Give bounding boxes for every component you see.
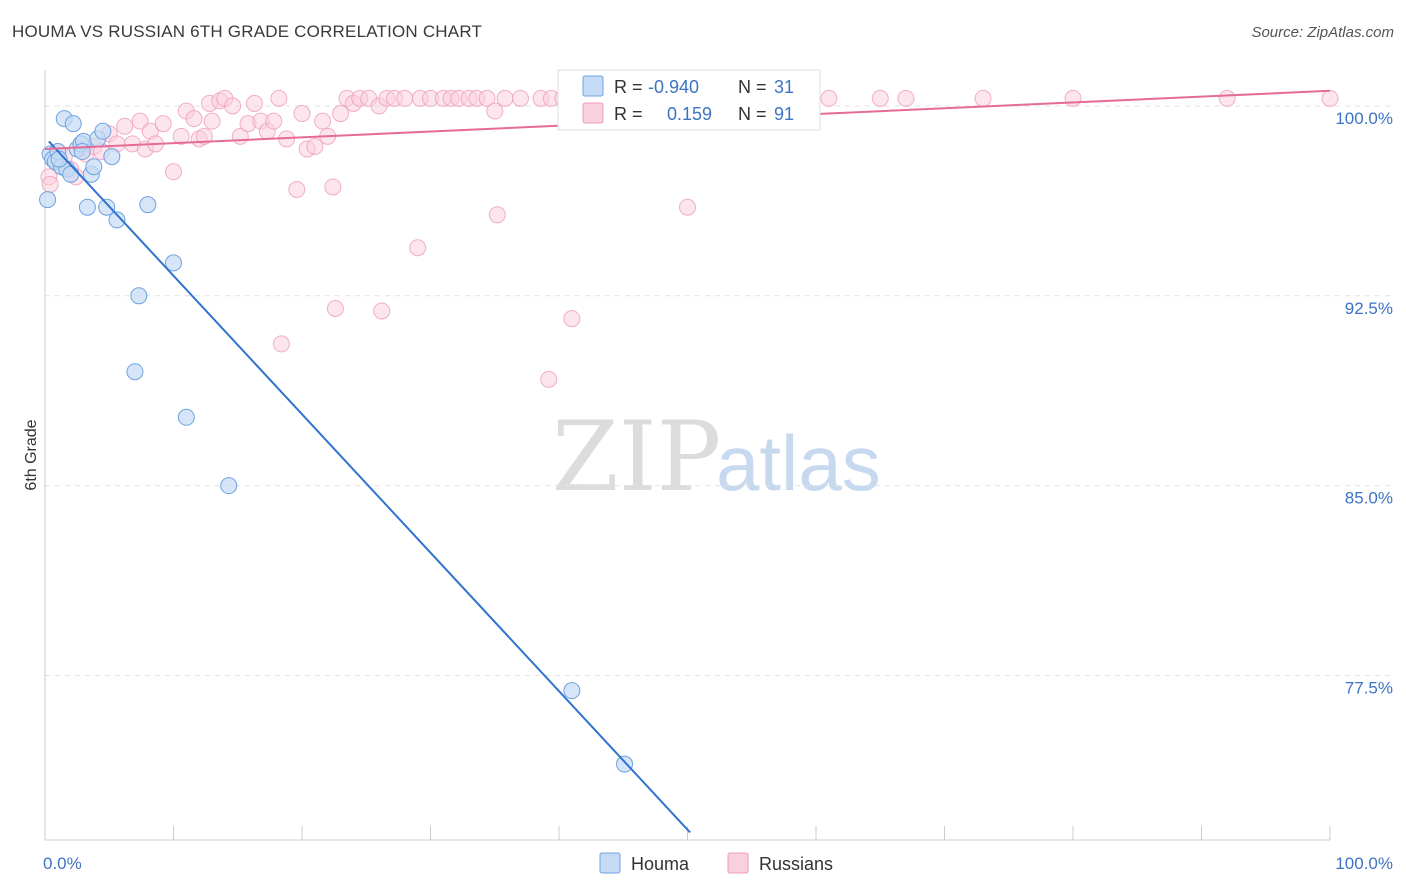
russians-point [409, 239, 427, 257]
russians-point [563, 310, 581, 328]
y-axis-title: 6th Grade [23, 419, 40, 490]
russians-point [326, 299, 344, 317]
x-ticks [44, 826, 1331, 840]
russians-point [306, 137, 324, 155]
russians-point [131, 112, 149, 130]
russians-point [1321, 89, 1339, 107]
russians-point [185, 110, 203, 128]
chart-source: Source: ZipAtlas.com [1251, 24, 1394, 41]
chart-title: HOUMA VS RUSSIAN 6TH GRADE CORRELATION C… [12, 22, 483, 41]
russians-point [486, 102, 504, 120]
houma-point [103, 148, 121, 166]
russians-point [679, 198, 696, 216]
russians-point [820, 89, 838, 107]
russians-point [116, 117, 134, 135]
stats-houma-n-value: 31 [774, 77, 794, 97]
houma-point [39, 191, 57, 209]
houma-point [85, 158, 103, 176]
russians-point [496, 89, 514, 107]
y-tick-label: 100.0% [1335, 109, 1393, 128]
russians-point [871, 89, 889, 107]
russians-point [293, 105, 311, 123]
russians-point [41, 175, 59, 193]
series-houma-points [39, 110, 634, 773]
stats-russians-n-label: N = [738, 104, 767, 124]
russians-point [288, 180, 306, 198]
houma-point [177, 408, 195, 426]
russians-point [897, 89, 915, 107]
russians-point [165, 163, 182, 181]
russians-point [511, 89, 529, 107]
houma-point [64, 115, 82, 133]
russians-point [1064, 89, 1082, 107]
russians-point [272, 335, 290, 353]
russians-point [314, 112, 332, 130]
y-tick-label: 92.5% [1345, 299, 1393, 318]
russians-point [974, 89, 992, 107]
russians-point [324, 178, 342, 196]
stats-russians-swatch [582, 102, 604, 124]
russians-point [265, 112, 283, 130]
stats-houma-swatch [582, 75, 604, 97]
houma-point [62, 165, 80, 183]
houma-point [94, 122, 112, 140]
houma-point [165, 254, 182, 272]
houma-point [616, 755, 634, 773]
russians-point [540, 370, 558, 388]
houma-point [220, 477, 238, 495]
houma-point [98, 198, 116, 216]
stats-russians-r-label: R = [614, 104, 643, 124]
bottom-legend: Houma Russians [599, 852, 833, 874]
houma-point [139, 196, 157, 214]
x-tick-label-left: 0.0% [43, 854, 82, 873]
houma-trendline [48, 140, 691, 834]
stats-houma-r-value: -0.940 [648, 77, 699, 97]
watermark-zip: ZIP [552, 401, 721, 513]
russians-point [245, 94, 263, 112]
houma-point [126, 363, 144, 381]
russians-point [195, 127, 213, 145]
russians-point [373, 302, 391, 320]
stats-russians-n-value: 91 [774, 104, 794, 124]
legend-houma-swatch [599, 852, 621, 874]
y-tick-label: 85.0% [1345, 489, 1393, 508]
russians-point [154, 115, 172, 133]
houma-point [563, 682, 581, 700]
russians-point [488, 206, 506, 224]
gridlines [45, 105, 1390, 676]
y-tick-label: 77.5% [1345, 678, 1393, 697]
y-tick-labels: 100.0% 92.5% 85.0% 77.5% [1335, 109, 1393, 698]
houma-point [73, 143, 91, 161]
houma-point [78, 198, 96, 216]
stats-russians-r-value: 0.159 [667, 104, 712, 124]
russians-point [270, 89, 288, 107]
russians-point [396, 89, 414, 107]
legend-russians-label: Russians [759, 854, 833, 874]
legend-houma-label: Houma [631, 854, 690, 874]
russians-point [1218, 89, 1236, 107]
watermark-atlas: atlas [716, 419, 881, 507]
legend-russians-swatch [727, 852, 749, 874]
houma-point [130, 287, 148, 305]
russians-point [332, 105, 350, 123]
x-tick-label-right: 100.0% [1335, 854, 1393, 873]
stats-houma-r-label: R = [614, 77, 643, 97]
russians-point [478, 89, 496, 107]
houma-point [108, 211, 126, 229]
stats-legend: R = -0.940 N = 31 R = 0.159 N = 91 [557, 69, 821, 131]
stats-houma-n-label: N = [738, 77, 767, 97]
russians-point [224, 97, 242, 115]
russians-point [203, 112, 221, 130]
russians-point [172, 127, 190, 145]
